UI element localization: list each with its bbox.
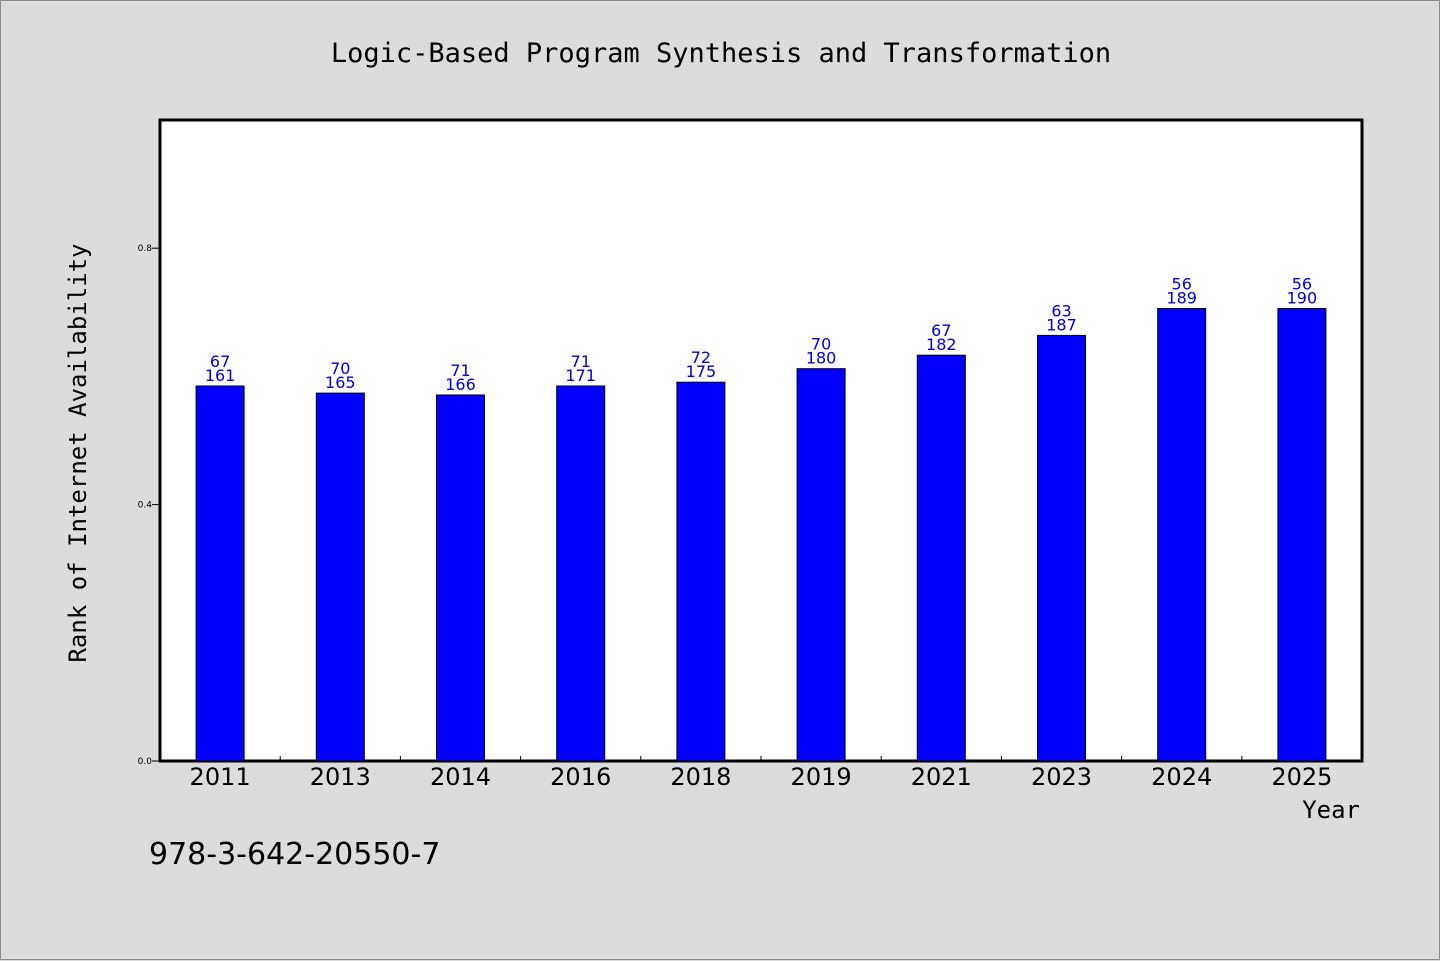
- y-axis-title: Rank of Internet Availability: [64, 243, 92, 662]
- bar-2023: [1037, 334, 1086, 762]
- x-tick-label-2021: 2021: [911, 763, 972, 791]
- data-label-bottom-2018: 175: [686, 362, 717, 381]
- bar-2011: [195, 385, 245, 762]
- data-label-bottom-2016: 171: [565, 366, 596, 385]
- data-label-bottom-2014: 166: [445, 375, 476, 394]
- bars-layer: [195, 308, 1327, 762]
- isbn-caption: 978-3-642-20550-7: [149, 837, 440, 872]
- data-label-bottom-2019: 180: [806, 349, 837, 368]
- data-label-bottom-2024: 189: [1166, 289, 1197, 308]
- data-label-top-2018: 72: [691, 348, 711, 367]
- x-axis-title: Year: [1302, 796, 1360, 824]
- x-tick-label-2024: 2024: [1151, 763, 1212, 791]
- x-axis: 2011 2013 2014 2016 2018 2019 2021 2023 2024 2025: [190, 756, 1332, 791]
- data-label-top-2013: 70: [330, 359, 350, 378]
- data-label-top-2025: 56: [1292, 275, 1312, 294]
- data-label-top-2024: 56: [1172, 275, 1192, 294]
- y-tick-label-0.0: 0.0: [138, 757, 153, 767]
- data-label-top-2019: 70: [811, 335, 831, 354]
- data-label-bottom-2021: 182: [926, 335, 957, 354]
- data-label-top-2011: 67: [210, 352, 230, 371]
- x-tick-label-2025: 2025: [1271, 763, 1332, 791]
- data-label-bottom-2025: 190: [1287, 289, 1318, 308]
- data-label-top-2023: 63: [1051, 301, 1071, 320]
- x-tick-label-2013: 2013: [310, 763, 371, 791]
- data-label-top-2021: 67: [931, 321, 951, 340]
- data-label-bottom-2011: 161: [205, 366, 236, 385]
- bar-2019: [796, 368, 846, 762]
- bar-2013: [315, 392, 365, 762]
- x-tick-label-2023: 2023: [1031, 763, 1092, 791]
- data-label-bottom-2013: 165: [325, 373, 356, 392]
- bar-2014: [436, 394, 485, 762]
- x-tick-label-2019: 2019: [791, 763, 852, 791]
- x-tick-label-2011: 2011: [190, 763, 251, 791]
- data-label-bottom-2023: 187: [1046, 315, 1077, 334]
- y-axis: 0.0 0.4 0.8: [138, 244, 160, 767]
- y-tick-label-0.8: 0.8: [138, 244, 153, 254]
- x-tick-label-2014: 2014: [430, 763, 491, 791]
- bar-2024: [1157, 308, 1207, 762]
- x-tick-label-2018: 2018: [670, 763, 731, 791]
- x-tick-label-2016: 2016: [550, 763, 611, 791]
- data-label-top-2014: 71: [450, 361, 470, 380]
- bar-2016: [556, 385, 606, 762]
- bar-2021: [916, 354, 966, 762]
- y-tick-label-0.4: 0.4: [138, 501, 153, 511]
- data-label-top-2016: 71: [571, 352, 591, 371]
- chart-title: Logic-Based Program Synthesis and Transf…: [331, 38, 1111, 69]
- bar-2018: [676, 381, 726, 762]
- bar-2025: [1277, 308, 1327, 762]
